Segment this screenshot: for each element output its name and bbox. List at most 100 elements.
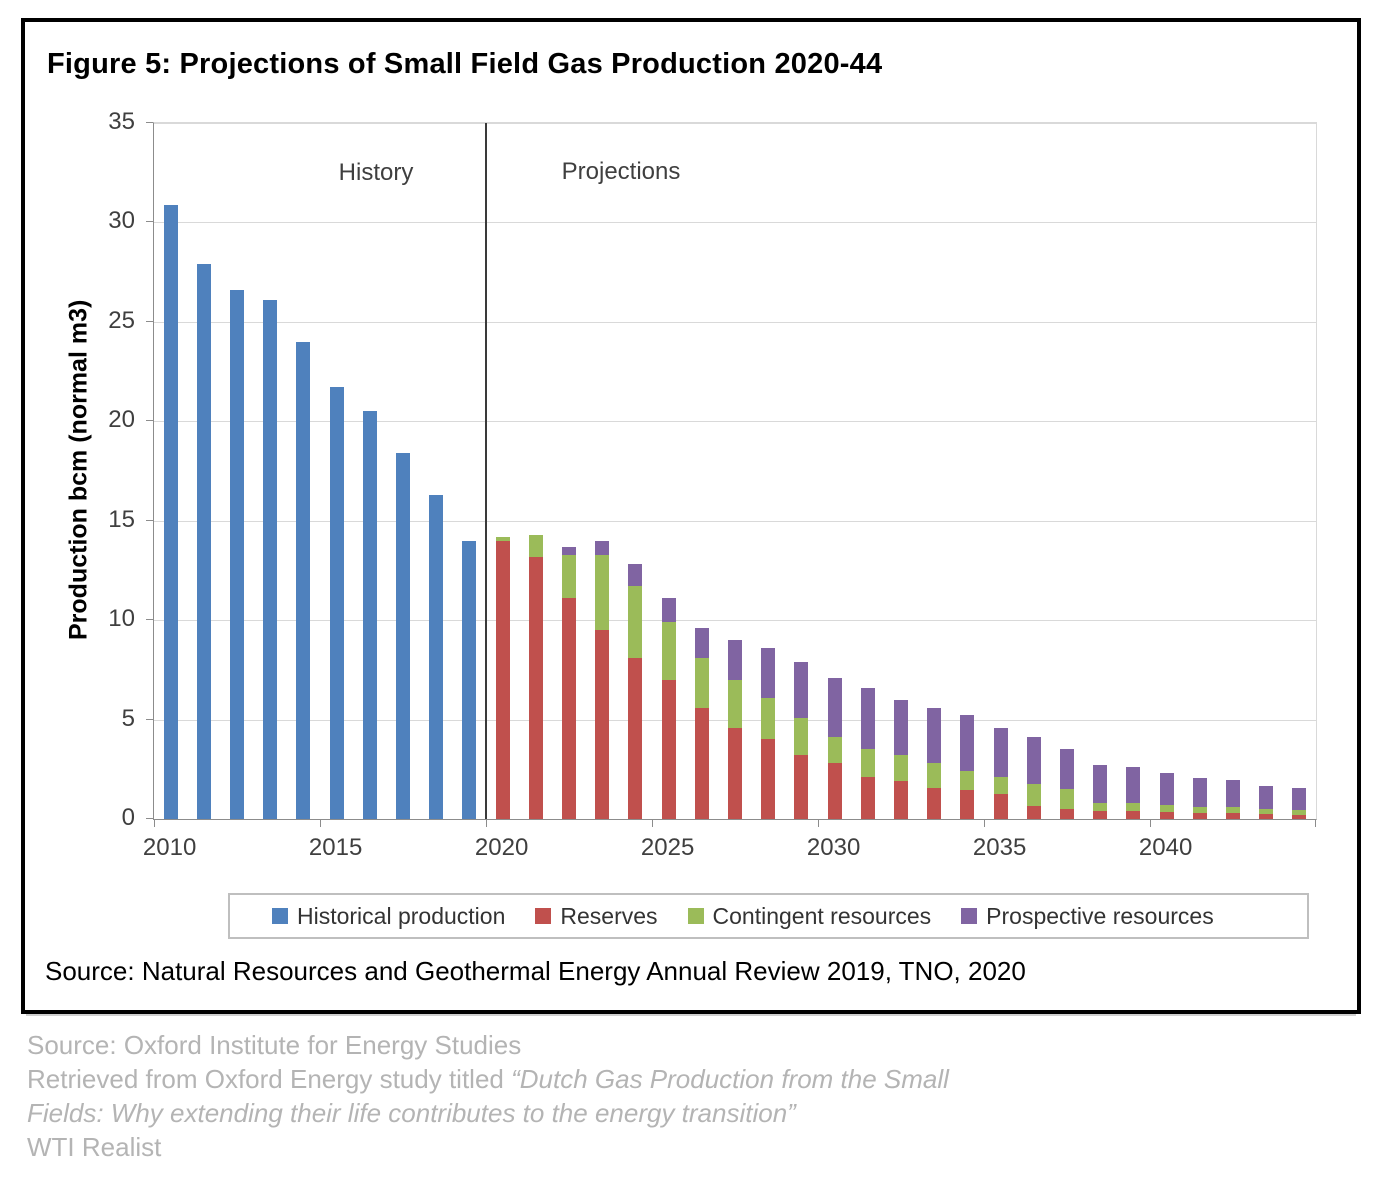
bar-segment [595,630,610,819]
y-tick-mark [146,420,153,422]
x-tick-mark [652,820,653,827]
figure-title: Figure 5: Projections of Small Field Gas… [47,48,883,80]
bar-segment [894,755,908,782]
x-tick-mark [154,820,155,827]
bar-segment [1126,803,1141,812]
x-tick-label: 2035 [972,834,1027,861]
bar-segment [1060,789,1074,810]
bar-segment [1159,805,1174,813]
bar-segment [860,777,875,819]
bar-segment [1093,765,1108,804]
bar-segment [429,494,444,819]
bar-segment [993,794,1008,819]
bar-segment [163,204,178,819]
bar-segment [1026,737,1041,785]
bar-segment [595,540,610,555]
bar-segment [362,411,377,819]
bar-segment [927,707,942,764]
bar-segment [1292,815,1307,819]
bar-segment [595,554,610,631]
y-tick-mark [146,519,153,521]
bar-segment [1192,807,1207,814]
bar-segment [1093,803,1108,812]
bar-segment [230,290,244,819]
x-tick-mark [818,820,819,827]
x-tick-mark [1315,820,1316,827]
bar-segment [661,598,676,623]
legend-label: Reserves [560,902,658,929]
bar-segment [562,546,576,555]
bar-segment [562,598,576,819]
bar-segment [993,727,1008,778]
bar-segment [1126,811,1141,819]
y-tick-label: 10 [108,605,135,633]
bar-segment [960,771,975,791]
bar-segment [263,299,278,819]
y-tick-mark [146,320,153,322]
y-tick-label: 25 [108,306,135,334]
bar-segment [1226,780,1240,808]
reserves-swatch-icon [535,908,552,924]
history-projections-divider [485,123,487,819]
bar-segment [694,628,709,658]
y-tick-label: 35 [108,108,135,135]
y-gridline [154,620,1316,622]
bar-segment [728,727,742,819]
bar-segment [1259,814,1274,819]
bar-segment [1292,810,1307,816]
bar-segment [296,341,311,819]
x-tick-mark [1150,820,1151,827]
bar-segment [1060,809,1074,819]
bar-segment [960,714,975,772]
prospective-resources-swatch-icon [961,908,978,924]
legend-label: Historical production [297,902,506,929]
bar-segment [661,622,676,680]
y-gridline [154,123,1316,124]
bar-segment [860,749,875,778]
footer-line-3: Fields: Why extending their life contrib… [27,1098,796,1128]
bar-segment [728,679,742,728]
projections-zone-label: Projections [561,158,681,185]
bar-segment [1192,778,1207,808]
y-tick-label: 5 [121,704,135,732]
bar-segment [396,453,410,819]
y-gridline [154,321,1316,323]
x-tick-label: 2015 [308,834,363,861]
bar-segment [927,763,942,789]
bar-segment [1026,784,1041,807]
footer-line-1: Source: Oxford Institute for Energy Stud… [27,1030,522,1060]
y-gridline [154,222,1316,224]
bar-segment [794,717,809,756]
legend-item-contingent: Contingent resources [687,903,931,930]
bar-segment [1192,813,1207,819]
legend: Historical production Reserves Contingen… [228,893,1309,939]
bar-segment [1259,809,1274,815]
bar-segment [1226,813,1240,819]
bar-segment [761,697,776,740]
bar-segment [761,739,776,819]
y-tick-mark [146,619,153,621]
bar-segment [1226,807,1240,814]
bar-segment [827,737,842,764]
footer-line-4: WTI Realist [27,1132,162,1162]
bar-segment [927,788,942,819]
bar-segment [1060,749,1074,790]
x-tick-label: 2025 [640,834,695,861]
y-tick-mark [146,221,153,223]
bar-segment [562,554,576,599]
bar-segment [661,679,676,819]
x-tick-label: 2040 [1138,834,1193,861]
bar-segment [794,661,809,718]
bar-segment [993,777,1008,795]
x-tick-mark [984,820,985,827]
bar-segment [860,687,875,750]
y-gridline [154,520,1316,522]
bar-segment [528,534,543,557]
bar-segment [1093,811,1108,819]
plot-area: History Projections [146,122,1317,827]
legend-label: Prospective resources [986,902,1214,929]
bar-segment [694,707,709,819]
bar-segment [628,586,643,658]
x-tick-label: 2010 [142,834,197,861]
